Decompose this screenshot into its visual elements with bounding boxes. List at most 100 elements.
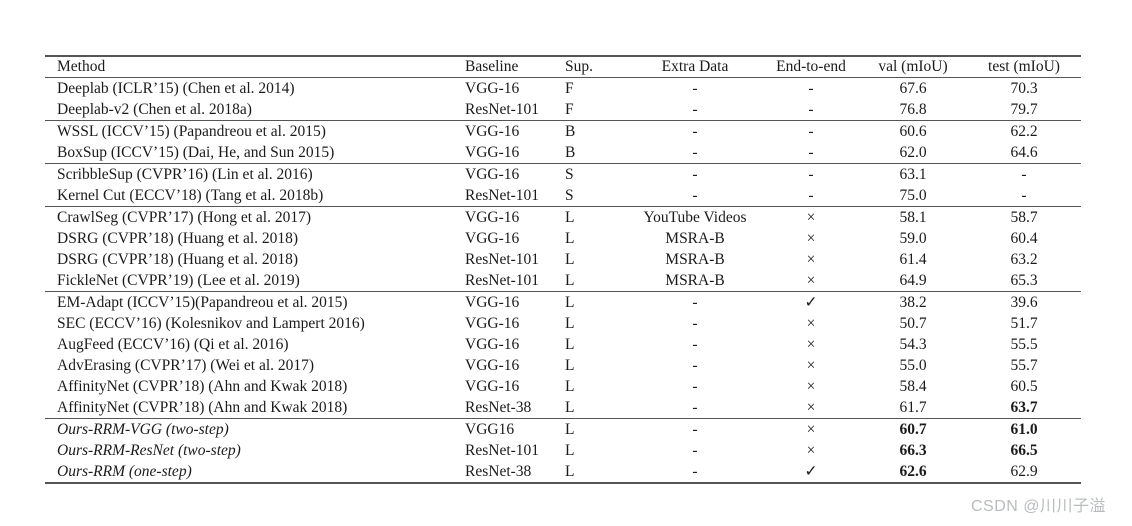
baseline-cell: ResNet-101 <box>465 442 540 459</box>
end-to-end-cell: × <box>806 378 816 395</box>
baseline-cell: VGG-16 <box>465 80 520 97</box>
baseline-cell: VGG-16 <box>465 144 520 161</box>
sup-cell: S <box>565 187 574 204</box>
baseline-cell: ResNet-101 <box>465 187 540 204</box>
end-to-end-cell: × <box>806 272 816 289</box>
sup-cell: F <box>565 101 574 118</box>
baseline-cell: VGG16 <box>465 421 515 438</box>
method-cell: SEC (ECCV’16) (Kolesnikov and Lampert 20… <box>57 315 365 332</box>
table-row: Ours-RRM (one-step) ResNet-38 L - ✓ 62.6 62.9 <box>45 461 1081 483</box>
table-row: SEC (ECCV’16) (Kolesnikov and Lampert 20… <box>45 313 1081 334</box>
test-miou-cell: 55.5 <box>1010 336 1038 353</box>
extra-data-cell: MSRA-B <box>665 251 725 268</box>
test-miou-cell: 79.7 <box>1010 101 1038 118</box>
end-to-end-cell: ✓ <box>804 463 818 480</box>
table-row: Deeplab (ICLR’15) (Chen et al. 2014) VGG-… <box>45 78 1081 100</box>
col-header-sup: Sup. <box>565 58 593 75</box>
sup-cell: L <box>565 357 575 374</box>
test-miou-cell: - <box>1021 166 1027 183</box>
extra-data-cell: - <box>692 463 698 480</box>
extra-data-cell: - <box>692 101 698 118</box>
sup-cell: L <box>565 463 575 480</box>
baseline-cell: ResNet-38 <box>465 463 532 480</box>
end-to-end-cell: × <box>806 230 816 247</box>
test-miou-cell: 62.2 <box>1010 123 1038 140</box>
extra-data-cell: - <box>692 80 698 97</box>
table-row: EM-Adapt (ICCV’15)(Papandreou et al. 201… <box>45 292 1081 314</box>
end-to-end-cell: - <box>808 123 814 140</box>
end-to-end-cell: × <box>806 421 816 438</box>
test-miou-cell: 63.2 <box>1010 251 1038 268</box>
method-cell: AdvErasing (CVPR’17) (Wei et al. 2017) <box>57 357 315 374</box>
sup-cell: L <box>565 378 575 395</box>
end-to-end-cell: × <box>806 251 816 268</box>
baseline-cell: ResNet-101 <box>465 101 540 118</box>
method-cell: WSSL (ICCV’15) (Papandreou et al. 2015) <box>57 123 326 140</box>
baseline-cell: VGG-16 <box>465 294 520 311</box>
end-to-end-cell: × <box>806 315 816 332</box>
col-header-test-miou: test (mIoU) <box>988 58 1060 75</box>
method-cell: AugFeed (ECCV’16) (Qi et al. 2016) <box>57 336 289 353</box>
header-row: Method Baseline Sup. Extra Data End-to-e… <box>45 56 1081 78</box>
test-miou-cell: 70.3 <box>1010 80 1038 97</box>
test-miou-cell: 65.3 <box>1010 272 1038 289</box>
method-cell: Ours-RRM (one-step) <box>57 463 192 480</box>
sup-cell: S <box>565 166 574 183</box>
table-row: DSRG (CVPR’18) (Huang et al. 2018) VGG-16… <box>45 228 1081 249</box>
table-row: Ours-RRM-ResNet (two-step) ResNet-101 L - × 6… <box>45 440 1081 461</box>
method-cell: Ours-RRM-ResNet (two-step) <box>57 442 241 459</box>
sup-cell: L <box>565 209 575 226</box>
table-row: AugFeed (ECCV’16) (Qi et al. 2016) VGG-16… <box>45 334 1081 355</box>
test-miou-cell: - <box>1021 187 1027 204</box>
test-miou-cell: 61.0 <box>1010 421 1038 438</box>
val-miou-cell: 55.0 <box>899 357 927 374</box>
extra-data-cell: - <box>692 166 698 183</box>
extra-data-cell: - <box>692 442 698 459</box>
sup-cell: L <box>565 399 575 416</box>
extra-data-cell: - <box>692 378 698 395</box>
sup-cell: L <box>565 336 575 353</box>
end-to-end-cell: - <box>808 101 814 118</box>
sup-cell: L <box>565 272 575 289</box>
method-cell: BoxSup (ICCV’15) (Dai, He, and Sun 2015) <box>57 144 335 161</box>
baseline-cell: ResNet-38 <box>465 399 532 416</box>
sup-cell: B <box>565 123 576 140</box>
baseline-cell: VGG-16 <box>465 166 520 183</box>
test-miou-cell: 51.7 <box>1010 315 1038 332</box>
test-miou-cell: 60.4 <box>1010 230 1038 247</box>
table-row: FickleNet (CVPR’19) (Lee et al. 2019) Res… <box>45 270 1081 292</box>
test-miou-cell: 58.7 <box>1010 209 1038 226</box>
sup-cell: L <box>565 230 575 247</box>
method-cell: Kernel Cut (ECCV’18) (Tang et al. 2018b) <box>57 187 324 204</box>
val-miou-cell: 63.1 <box>899 166 927 183</box>
extra-data-cell: - <box>692 144 698 161</box>
table-row: ScribbleSup (CVPR’16) (Lin et al. 2016) V… <box>45 164 1081 186</box>
method-cell: AffinityNet (CVPR’18) (Ahn and Kwak 2018… <box>57 378 348 395</box>
baseline-cell: VGG-16 <box>465 230 520 247</box>
val-miou-cell: 64.9 <box>899 272 927 289</box>
table-row: Kernel Cut (ECCV’18) (Tang et al. 2018b)… <box>45 185 1081 207</box>
extra-data-cell: - <box>692 294 698 311</box>
baseline-cell: ResNet-101 <box>465 251 540 268</box>
test-miou-cell: 62.9 <box>1010 463 1038 480</box>
table-row: Ours-RRM-VGG (two-step) VGG16 L - × 60.7 61.0 <box>45 419 1081 441</box>
method-cell: DSRG (CVPR’18) (Huang et al. 2018) <box>57 251 299 268</box>
test-miou-cell: 64.6 <box>1010 144 1038 161</box>
val-miou-cell: 58.1 <box>899 209 927 226</box>
watermark: CSDN @川川子溢 <box>970 498 1106 515</box>
table-row: AffinityNet (CVPR’18) (Ahn and Kwak 2018… <box>45 376 1081 397</box>
test-miou-cell: 63.7 <box>1010 399 1038 416</box>
baseline-cell: VGG-16 <box>465 209 520 226</box>
end-to-end-cell: ✓ <box>804 294 818 311</box>
end-to-end-cell: × <box>806 399 816 416</box>
method-cell: Deeplab-v2 (Chen et al. 2018a) <box>57 101 252 118</box>
col-header-baseline: Baseline <box>465 58 519 75</box>
val-miou-cell: 50.7 <box>899 315 927 332</box>
table-row: DSRG (CVPR’18) (Huang et al. 2018) ResNet… <box>45 249 1081 270</box>
sup-cell: B <box>565 144 576 161</box>
val-miou-cell: 62.6 <box>899 463 927 480</box>
method-cell: EM-Adapt (ICCV’15)(Papandreou et al. 201… <box>57 294 348 311</box>
baseline-cell: VGG-16 <box>465 357 520 374</box>
sup-cell: L <box>565 421 575 438</box>
test-miou-cell: 60.5 <box>1010 378 1038 395</box>
